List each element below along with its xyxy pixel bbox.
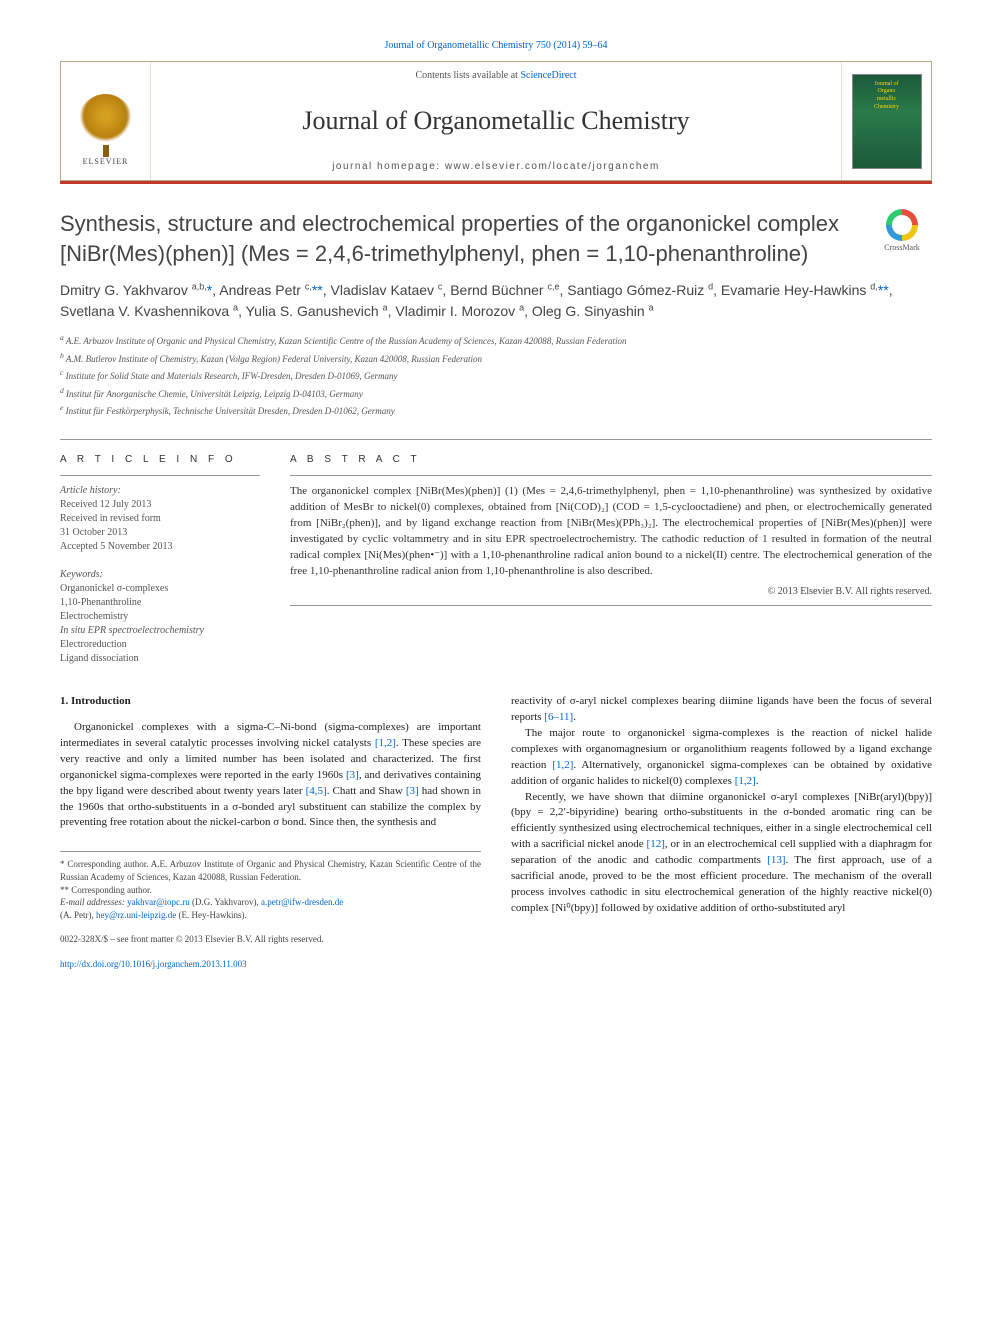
contents-line: Contents lists available at ScienceDirec… xyxy=(161,70,831,81)
info-heading: A R T I C L E I N F O xyxy=(60,454,260,465)
article-history: Article history: Received 12 July 2013 R… xyxy=(60,484,260,554)
footnote-corr2: ** Corresponding author. xyxy=(60,884,481,897)
affiliation-line: a A.E. Arbuzov Institute of Organic and … xyxy=(60,332,932,349)
history-line: Accepted 5 November 2013 xyxy=(60,541,172,552)
elsevier-tree-icon xyxy=(78,94,133,149)
body-paragraph: Organonickel complexes with a sigma-C–Ni… xyxy=(60,720,481,832)
affiliation-line: d Institut für Anorganische Chemie, Univ… xyxy=(60,385,932,402)
abstract-column: A B S T R A C T The organonickel complex… xyxy=(290,454,932,666)
cover-text-2: Organo xyxy=(878,88,896,96)
homepage-prefix: journal homepage: xyxy=(332,161,445,172)
keyword: Ligand dissociation xyxy=(60,653,139,664)
history-line: Received in revised form xyxy=(60,513,161,524)
cover-text-1: Journal of xyxy=(874,81,898,89)
affiliation-line: b A.M. Butlerov Institute of Chemistry, … xyxy=(60,350,932,367)
history-label: Article history: xyxy=(60,485,121,496)
red-divider xyxy=(60,181,932,184)
body-columns: 1. Introduction Organonickel complexes w… xyxy=(60,694,932,972)
affiliation-line: e Institut für Festkörperphysik, Technis… xyxy=(60,402,932,419)
publisher-logo-box: ELSEVIER xyxy=(61,62,151,180)
keyword: In situ EPR spectroelectrochemistry xyxy=(60,625,204,636)
intro-heading: 1. Introduction xyxy=(60,694,481,710)
email-label: E-mail addresses: xyxy=(60,897,127,907)
journal-header: ELSEVIER Contents lists available at Sci… xyxy=(60,61,932,181)
article-title: Synthesis, structure and electrochemical… xyxy=(60,209,852,268)
crossmark-label: CrossMark xyxy=(884,243,920,252)
crossmark-badge[interactable]: CrossMark xyxy=(872,209,932,252)
keywords: Keywords: Organonickel σ-complexes 1,10-… xyxy=(60,568,260,666)
body-paragraph: reactivity of σ-aryl nickel complexes be… xyxy=(511,694,932,726)
issn-line: 0022-328X/$ – see front matter © 2013 El… xyxy=(60,933,481,946)
divider-1 xyxy=(60,439,932,440)
email-name-2: (A. Petr), xyxy=(60,910,96,920)
cover-text-4: Chemistry xyxy=(874,104,899,112)
keywords-label: Keywords: xyxy=(60,569,103,580)
email-link-1[interactable]: yakhvar@iopc.ru xyxy=(127,897,190,907)
abstract-text: The organonickel complex [NiBr(Mes)(phen… xyxy=(290,484,932,580)
journal-title: Journal of Organometallic Chemistry xyxy=(161,106,831,136)
keyword: Electroreduction xyxy=(60,639,127,650)
history-line: Received 12 July 2013 xyxy=(60,499,151,510)
affiliation-line: c Institute for Solid State and Material… xyxy=(60,367,932,384)
body-paragraph: Recently, we have shown that diimine org… xyxy=(511,790,932,918)
header-center: Contents lists available at ScienceDirec… xyxy=(151,62,841,180)
publisher-name: ELSEVIER xyxy=(83,157,129,166)
crossmark-icon xyxy=(886,209,918,241)
homepage-url[interactable]: www.elsevier.com/locate/jorganchem xyxy=(445,161,660,172)
cover-text-3: metallic xyxy=(877,96,896,104)
elsevier-logo[interactable]: ELSEVIER xyxy=(71,76,141,166)
email-name-3: (E. Hey-Hawkins). xyxy=(176,910,246,920)
affiliation-list: a A.E. Arbuzov Institute of Organic and … xyxy=(60,332,932,419)
body-col-right: reactivity of σ-aryl nickel complexes be… xyxy=(511,694,932,972)
footnote-corr1: * Corresponding author. A.E. Arbuzov Ins… xyxy=(60,858,481,883)
footnote-emails: E-mail addresses: yakhvar@iopc.ru (D.G. … xyxy=(60,896,481,921)
sciencedirect-link[interactable]: ScienceDirect xyxy=(520,70,576,81)
doi-link[interactable]: http://dx.doi.org/10.1016/j.jorganchem.2… xyxy=(60,959,247,969)
footnote-block: * Corresponding author. A.E. Arbuzov Ins… xyxy=(60,851,481,921)
email-link-3[interactable]: hey@rz.uni-leipzig.de xyxy=(96,910,176,920)
top-citation-link[interactable]: Journal of Organometallic Chemistry 750 … xyxy=(384,40,607,51)
keyword: Electrochemistry xyxy=(60,611,128,622)
keyword: 1,10-Phenanthroline xyxy=(60,597,141,608)
top-citation: Journal of Organometallic Chemistry 750 … xyxy=(60,40,932,51)
author-list: Dmitry G. Yakhvarov a,b,*, Andreas Petr … xyxy=(60,280,932,322)
history-line: 31 October 2013 xyxy=(60,527,127,538)
contents-prefix: Contents lists available at xyxy=(415,70,520,81)
email-name-1: (D.G. Yakhvarov), xyxy=(190,897,261,907)
abstract-heading: A B S T R A C T xyxy=(290,454,932,465)
body-col-left: 1. Introduction Organonickel complexes w… xyxy=(60,694,481,972)
homepage-line: journal homepage: www.elsevier.com/locat… xyxy=(161,161,831,172)
abstract-copyright: © 2013 Elsevier B.V. All rights reserved… xyxy=(290,586,932,597)
keyword: Organonickel σ-complexes xyxy=(60,583,168,594)
article-info-column: A R T I C L E I N F O Article history: R… xyxy=(60,454,260,666)
journal-cover[interactable]: Journal of Organo metallic Chemistry xyxy=(852,74,922,169)
cover-box: Journal of Organo metallic Chemistry xyxy=(841,62,931,180)
body-paragraph: The major route to organonickel sigma-co… xyxy=(511,726,932,790)
email-link-2[interactable]: a.petr@ifw-dresden.de xyxy=(261,897,343,907)
